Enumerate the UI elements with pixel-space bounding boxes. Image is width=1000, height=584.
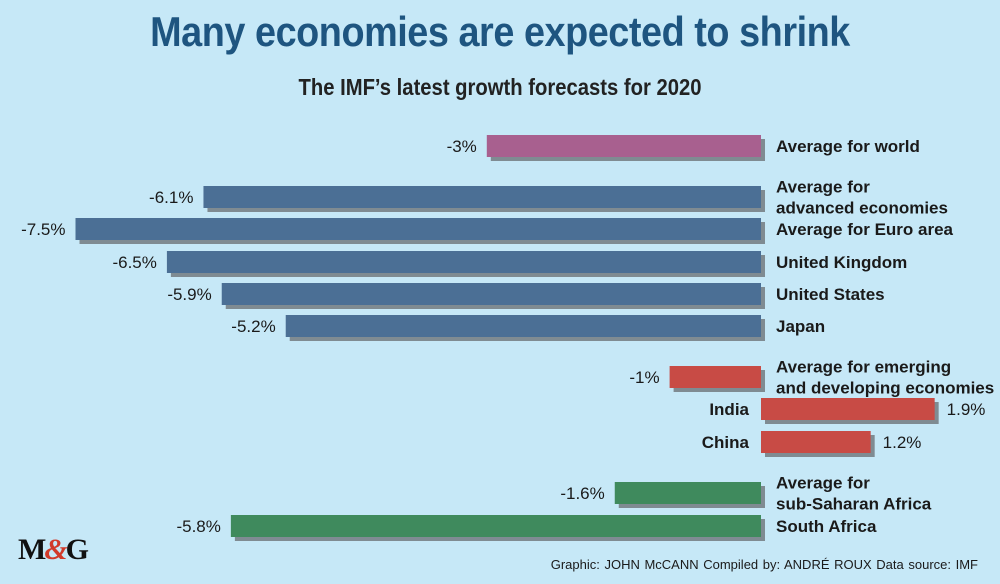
- bar-group-china: 1.2% China: [702, 431, 922, 457]
- bar-japan: [285, 315, 761, 337]
- bar-china: [761, 431, 871, 453]
- category-label-line: China: [702, 433, 750, 452]
- bar-group-united-states: -5.9% United States: [167, 283, 885, 309]
- category-label-line: Average for Euro area: [776, 220, 954, 239]
- bar-average-for-euro-area: [75, 218, 761, 240]
- credits-line: Graphic: JOHN McCANN Compiled by: ANDRÉ …: [550, 557, 978, 572]
- mg-logo: M&G: [18, 533, 89, 567]
- category-label-line: India: [709, 400, 749, 419]
- bar-group-average-for-world: -3% Average for world: [447, 135, 920, 161]
- value-label: 1.2%: [883, 433, 922, 452]
- category-label: Average for advanced economies: [776, 178, 948, 218]
- category-label: Average for Euro area: [776, 220, 954, 239]
- chart-title: Many economies are expected to shrink: [150, 8, 850, 55]
- category-label: India: [709, 400, 749, 419]
- category-label: United States: [776, 285, 885, 304]
- value-label: 1.9%: [947, 400, 986, 419]
- value-label: -7.5%: [21, 220, 65, 239]
- bar-group-india: 1.9% India: [709, 398, 985, 424]
- bar-group-average-for-advanced-economies: -6.1% Average for advanced economies: [149, 178, 948, 218]
- category-label-line: Japan: [776, 317, 825, 336]
- category-label-line: sub-Saharan Africa: [776, 495, 932, 514]
- bar-united-states: [221, 283, 762, 305]
- category-label: United Kingdom: [776, 253, 907, 272]
- category-label: Average for emerging and developing econo…: [776, 358, 994, 398]
- chart-subtitle: The IMF’s latest growth forecasts for 20…: [298, 74, 702, 100]
- bar-average-for-sub-saharan-africa: [614, 482, 761, 504]
- logo-g: G: [65, 533, 89, 566]
- value-label: -6.5%: [112, 253, 156, 272]
- category-label: South Africa: [776, 517, 877, 536]
- bar-group-average-for-sub-saharan-africa: -1.6% Average for sub-Saharan Africa: [560, 474, 931, 514]
- value-label: -1.6%: [560, 484, 604, 503]
- bar-average-for-world: [486, 135, 761, 157]
- logo-ampersand: &: [44, 533, 67, 566]
- category-label-line: United States: [776, 285, 885, 304]
- value-label: -1%: [629, 368, 659, 387]
- bar-group-united-kingdom: -6.5% United Kingdom: [112, 251, 907, 277]
- bar-group-south-africa: -5.8% South Africa: [176, 515, 877, 541]
- category-label-line: and developing economies: [776, 379, 994, 398]
- logo-m: M: [18, 533, 46, 566]
- value-label: -3%: [447, 137, 477, 156]
- bar-average-for-emerging-and-developing-economies: [669, 366, 761, 388]
- value-label: -6.1%: [149, 188, 193, 207]
- category-label-line: United Kingdom: [776, 253, 907, 272]
- category-label-line: South Africa: [776, 517, 877, 536]
- bar-group-average-for-emerging-and-developing-economies: -1% Average for emerging and developing ec…: [629, 358, 994, 398]
- bar-average-for-advanced-economies: [203, 186, 761, 208]
- bar-south-africa: [230, 515, 761, 537]
- bar-group-japan: -5.2% Japan: [231, 315, 825, 341]
- category-label-line: Average for: [776, 178, 870, 197]
- value-label: -5.8%: [176, 517, 220, 536]
- category-label: Average for sub-Saharan Africa: [776, 474, 932, 514]
- category-label: Average for world: [776, 137, 920, 156]
- category-label-line: Average for emerging: [776, 358, 951, 377]
- bar-united-kingdom: [166, 251, 761, 273]
- value-label: -5.2%: [231, 317, 275, 336]
- category-label-line: Average for: [776, 474, 870, 493]
- category-label: China: [702, 433, 750, 452]
- category-label-line: advanced economies: [776, 199, 948, 218]
- category-label: Japan: [776, 317, 825, 336]
- value-label: -5.9%: [167, 285, 211, 304]
- category-label-line: Average for world: [776, 137, 920, 156]
- bar-group-average-for-euro-area: -7.5% Average for Euro area: [21, 218, 954, 244]
- bar-india: [761, 398, 935, 420]
